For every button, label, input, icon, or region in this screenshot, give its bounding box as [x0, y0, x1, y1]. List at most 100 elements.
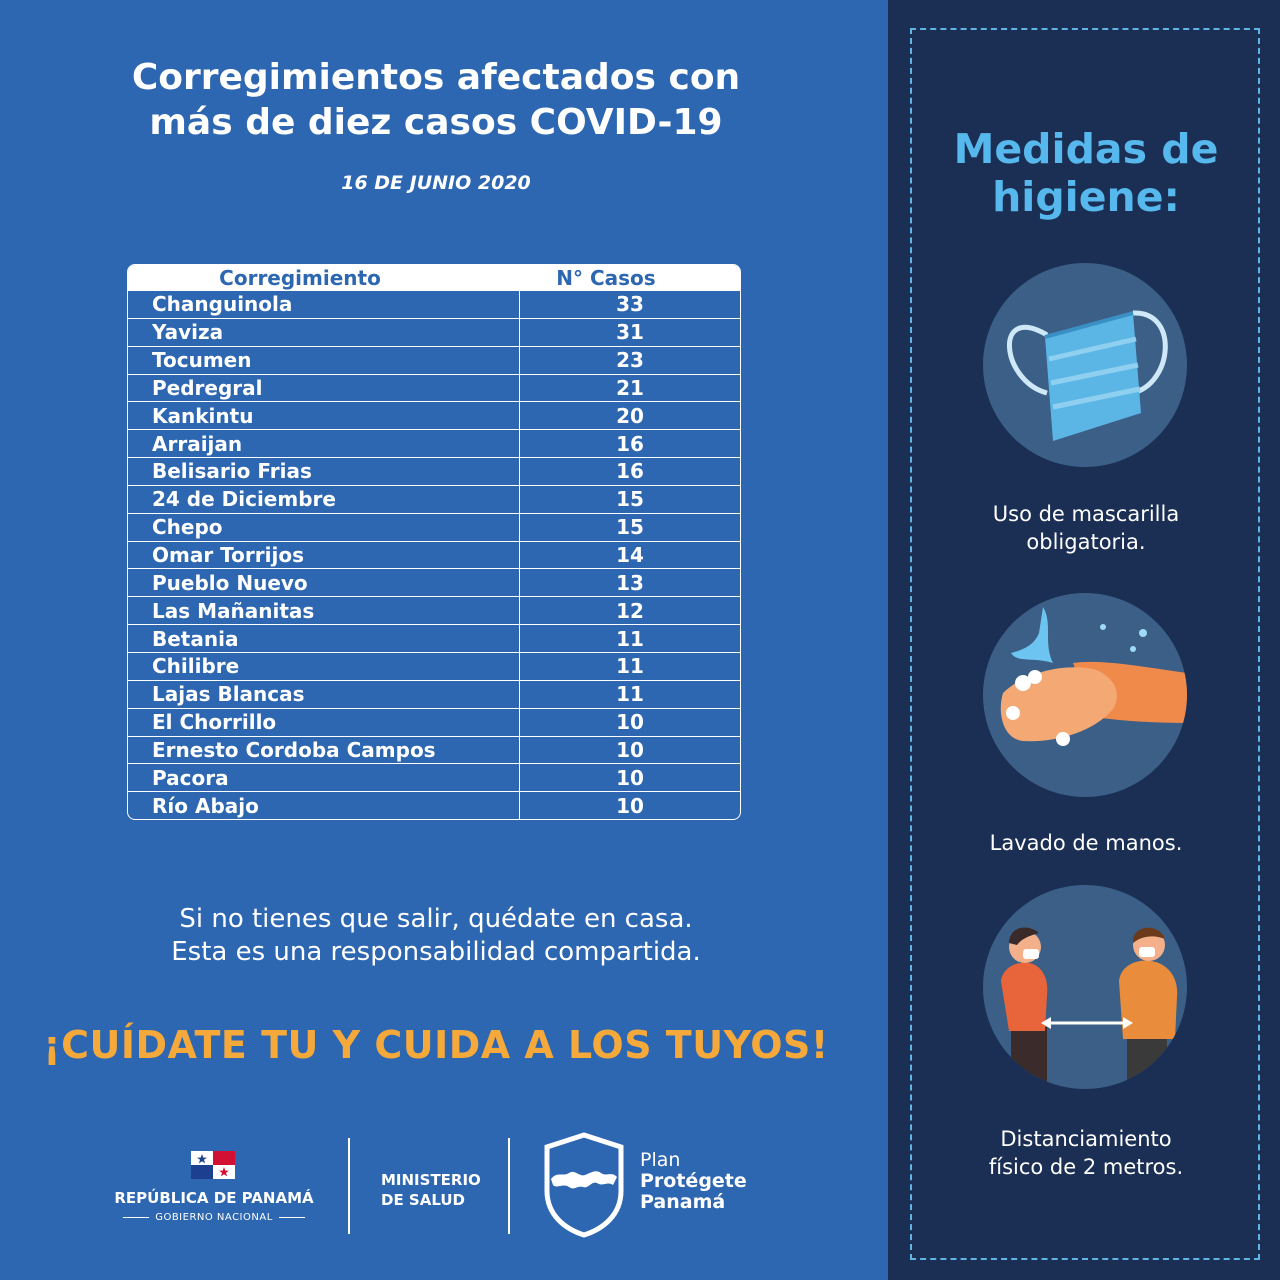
case-count: 14 — [616, 543, 644, 568]
case-count: 10 — [616, 765, 644, 790]
case-count: 16 — [616, 431, 644, 456]
heading-line-2: higiene: — [992, 173, 1180, 221]
report-date: 16 DE JUNIO 2020 — [341, 172, 531, 194]
corregimiento-name: Río Abajo — [128, 792, 520, 819]
table-row: Chepo 15 — [128, 512, 740, 541]
distancing-caption: Distanciamiento físico de 2 metros. — [900, 1125, 1272, 1181]
case-count: 11 — [616, 654, 644, 679]
government-text: GOBIERNO NACIONAL — [155, 1212, 273, 1223]
hygiene-heading: Medidas de higiene: — [900, 125, 1272, 221]
corregimiento-name: Chepo — [128, 513, 520, 541]
corregimiento-name: Pueblo Nuevo — [128, 569, 520, 597]
corregimiento-name: Ernesto Cordoba Campos — [128, 736, 520, 764]
case-count: 13 — [616, 570, 644, 595]
table-row: Belisario Frias 16 — [128, 457, 740, 485]
panama-flag-icon — [191, 1151, 235, 1179]
cases-table: Corregimiento N° Casos Changuinola 33 Yav… — [127, 264, 741, 820]
footer-divider — [348, 1138, 350, 1234]
corregimiento-name: El Chorrillo — [128, 708, 520, 736]
ministry-line-1: MINISTERIO — [381, 1171, 481, 1189]
table-row: El Chorrillo 10 — [128, 707, 740, 736]
message-line-1: Si no tienes que salir, quédate en casa. — [179, 904, 693, 934]
case-count: 10 — [616, 710, 644, 735]
case-count: 15 — [616, 487, 644, 512]
government-label: GOBIERNO NACIONAL — [96, 1212, 332, 1223]
title-line-2: más de diez casos COVID-19 — [149, 102, 723, 143]
table-row: Betania 11 — [128, 624, 740, 652]
mask-caption-line-1: Uso de mascarilla — [992, 502, 1180, 526]
ministry-line-2: DE SALUD — [381, 1191, 465, 1209]
corregimiento-name: Las Mañanitas — [128, 597, 520, 625]
message-line-2: Esta es una responsabilidad compartida. — [171, 937, 701, 967]
case-count: 16 — [616, 459, 644, 484]
case-count: 11 — [616, 682, 644, 707]
corregimiento-name: Betania — [128, 625, 520, 652]
table-row: Lajas Blancas 11 — [128, 679, 740, 708]
corregimiento-name: Omar Torrijos — [128, 541, 520, 569]
table-row: Yaviza 31 — [128, 317, 740, 346]
title-line-1: Corregimientos afectados con — [131, 57, 741, 98]
mask-caption-line-2: obligatoria. — [1026, 530, 1146, 554]
corregimiento-name: Changuinola — [128, 291, 520, 318]
table-row: Changuinola 33 — [128, 291, 740, 318]
case-count: 23 — [616, 348, 644, 373]
header-cases: N° Casos — [556, 266, 656, 290]
republic-label: REPÚBLICA DE PANAMÁ — [114, 1189, 314, 1207]
case-count: 20 — [616, 403, 644, 428]
slogan: ¡CUÍDATE TU Y CUIDA A LOS TUYOS! — [43, 1023, 829, 1067]
table-row: 24 de Diciembre 15 — [128, 484, 740, 513]
table-row: Kankintu 20 — [128, 401, 740, 430]
corregimiento-name: Pacora — [128, 764, 520, 792]
corregimiento-name: Tocumen — [128, 346, 520, 374]
case-count: 33 — [616, 292, 644, 317]
case-count: 10 — [616, 737, 644, 762]
distancing-caption-line-2: físico de 2 metros. — [988, 1155, 1184, 1179]
footer-divider — [508, 1138, 510, 1234]
page-title: Corregimientos afectados con más de diez… — [40, 55, 832, 145]
table-body: Changuinola 33 Yaviza 31 Tocumen 23 Pedregr… — [128, 291, 740, 819]
mask-caption: Uso de mascarilla obligatoria. — [900, 500, 1272, 556]
corregimiento-name: Lajas Blancas — [128, 680, 520, 708]
table-row: Chilibre 11 — [128, 651, 740, 680]
hand-washing-icon — [983, 593, 1187, 797]
heading-line-1: Medidas de — [953, 125, 1219, 173]
corregimiento-name: Yaviza — [128, 318, 520, 346]
face-mask-icon — [983, 263, 1187, 467]
case-count: 11 — [616, 626, 644, 651]
table-row: Pedregral 21 — [128, 373, 740, 402]
corregimiento-name: 24 de Diciembre — [128, 485, 520, 513]
ministry-logo: MINISTERIO DE SALUD — [381, 1170, 481, 1210]
table-row: Río Abajo 10 — [128, 791, 740, 819]
plan-protegete-logo: Plan Protégete Panamá — [640, 1150, 747, 1213]
case-count: 12 — [616, 598, 644, 623]
case-count: 21 — [616, 375, 644, 400]
plan-line-1: Plan — [640, 1149, 681, 1171]
corregimiento-name: Arraijan — [128, 430, 520, 458]
distancing-caption-line-1: Distanciamiento — [1000, 1127, 1172, 1151]
table-row: Tocumen 23 — [128, 345, 740, 374]
corregimiento-name: Belisario Frias — [128, 458, 520, 485]
shield-map-icon — [544, 1132, 624, 1238]
handwash-caption-text: Lavado de manos. — [989, 831, 1183, 855]
case-count: 31 — [616, 320, 644, 345]
table-row: Las Mañanitas 12 — [128, 596, 740, 625]
corregimiento-name: Pedregral — [128, 374, 520, 402]
table-row: Ernesto Cordoba Campos 10 — [128, 735, 740, 764]
table-row: Omar Torrijos 14 — [128, 540, 740, 569]
corregimiento-name: Kankintu — [128, 402, 520, 430]
social-distancing-icon — [983, 885, 1187, 1089]
stay-home-message: Si no tienes que salir, quédate en casa.… — [40, 903, 832, 969]
table-row: Pueblo Nuevo 13 — [128, 568, 740, 597]
handwash-caption: Lavado de manos. — [900, 829, 1272, 857]
case-count: 15 — [616, 515, 644, 540]
header-corregimiento: Corregimiento — [219, 266, 381, 290]
dashed-border — [910, 28, 1260, 1260]
plan-line-2: Protégete — [640, 1170, 747, 1192]
plan-line-3: Panamá — [640, 1191, 726, 1213]
table-row: Arraijan 16 — [128, 429, 740, 458]
case-count: 10 — [616, 793, 644, 818]
corregimiento-name: Chilibre — [128, 652, 520, 680]
table-row: Pacora 10 — [128, 763, 740, 792]
table-header: Corregimiento N° Casos — [128, 265, 740, 291]
